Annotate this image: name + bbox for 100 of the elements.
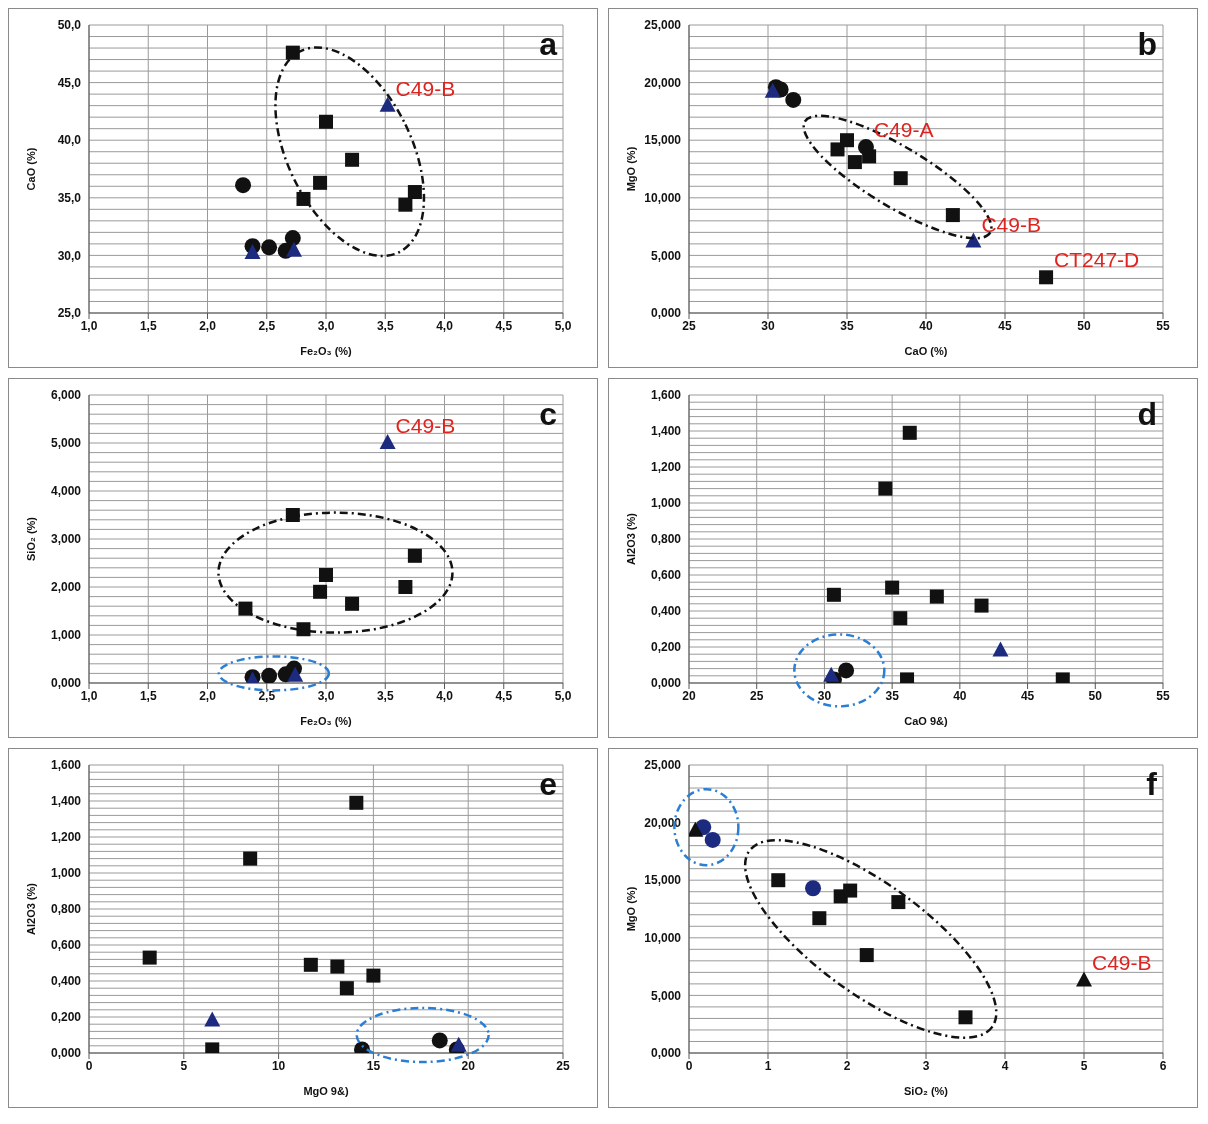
x-tick-label: 25 (682, 318, 696, 333)
x-tick-label: 2 (843, 1058, 851, 1073)
x-tick-label: 50 (1088, 688, 1103, 703)
point (398, 580, 413, 594)
y-tick-label: 10,000 (644, 931, 682, 946)
point (313, 175, 328, 190)
y-tick-label: 45,0 (57, 75, 82, 90)
x-tick-label: 40 (919, 318, 933, 333)
y-tick-label: 40,0 (57, 133, 82, 148)
y-axis-title: Al2O3 (%) (24, 882, 37, 935)
annotation: C49-B (395, 76, 456, 100)
y-axis-title: MgO (%) (624, 146, 637, 192)
y-tick-label: 50,0 (57, 18, 82, 33)
point (407, 185, 422, 200)
point (704, 831, 721, 848)
x-tick-label: 4,0 (436, 688, 454, 703)
x-tick-label: 1,0 (80, 318, 98, 333)
annotation: C49-B (1092, 951, 1152, 975)
x-tick-label: 6 (1159, 1058, 1167, 1073)
x-tick-label: 3,0 (317, 688, 335, 703)
point (847, 155, 862, 170)
y-tick-label: 0,200 (650, 640, 682, 655)
chart-title: f (1146, 766, 1158, 802)
point (689, 821, 704, 837)
x-tick-label: 10 (271, 1058, 286, 1073)
x-axis-title: MgO 9&) (303, 1085, 349, 1097)
point (286, 241, 303, 257)
point (379, 434, 396, 449)
point (902, 425, 917, 440)
y-tick-label: 25,000 (644, 18, 682, 33)
x-tick-label: 45 (1020, 688, 1035, 703)
x-tick-label: 3,5 (376, 318, 394, 333)
point (965, 232, 982, 248)
x-tick-label: 4 (1001, 1058, 1009, 1073)
x-tick-label: 0 (685, 1058, 693, 1073)
x-tick-label: 4,5 (495, 318, 513, 333)
chart-title: c (539, 396, 557, 432)
x-tick-label: 5,0 (554, 688, 572, 703)
y-axis-title: SiO₂ (%) (24, 516, 37, 561)
y-tick-label: 0,800 (650, 532, 682, 547)
x-tick-label: 2,5 (258, 688, 276, 703)
x-tick-label: 5 (1080, 1058, 1088, 1073)
x-tick-label: 15 (366, 1058, 381, 1073)
point (204, 1011, 221, 1027)
y-tick-label: 3,000 (50, 532, 82, 547)
y-tick-label: 20,000 (644, 75, 682, 90)
point (826, 587, 841, 602)
x-tick-label: 20 (461, 1058, 476, 1073)
x-tick-label: 3 (922, 1058, 930, 1073)
point (843, 883, 858, 898)
point (319, 114, 333, 129)
point (349, 795, 364, 810)
annotation: C49-A (873, 118, 934, 142)
y-tick-label: 35,0 (57, 191, 82, 206)
chart-title: e (539, 766, 557, 802)
y-tick-label: 0,000 (650, 1046, 682, 1061)
point (287, 666, 304, 682)
point (431, 1032, 448, 1049)
y-tick-label: 0,000 (650, 306, 682, 321)
x-tick-label: 1 (764, 1058, 772, 1073)
y-tick-label: 0,800 (50, 902, 82, 917)
point (838, 662, 855, 679)
point (313, 584, 328, 599)
point (805, 880, 822, 897)
x-axis-title: CaO 9&) (904, 715, 949, 727)
point (812, 911, 827, 926)
point (857, 139, 874, 156)
x-tick-label: 2,5 (258, 318, 276, 333)
x-tick-label: 25 (556, 1058, 570, 1073)
point (992, 641, 1009, 657)
annotation: CT247-D (1054, 248, 1140, 272)
point (261, 239, 278, 256)
point (929, 589, 944, 604)
y-axis-title: Al2O3 (%) (624, 512, 637, 565)
y-tick-label: 1,200 (50, 830, 82, 845)
chart-title: b (1137, 26, 1157, 62)
y-tick-label: 30,0 (57, 248, 82, 263)
y-tick-label: 25,0 (57, 306, 82, 321)
x-tick-label: 1,0 (80, 688, 98, 703)
y-tick-label: 1,000 (50, 628, 82, 643)
point (379, 96, 396, 112)
y-tick-label: 5,000 (650, 988, 682, 1003)
point (407, 548, 422, 563)
y-tick-label: 1,600 (650, 388, 682, 403)
chart-title: d (1137, 396, 1157, 432)
x-axis-title: CaO (%) (904, 345, 948, 357)
point (785, 91, 802, 108)
y-tick-label: 0,000 (50, 1046, 82, 1061)
point (345, 596, 360, 611)
x-tick-label: 30 (817, 688, 832, 703)
x-tick-label: 4,0 (436, 318, 454, 333)
y-tick-label: 0,400 (650, 604, 682, 619)
point (893, 611, 908, 626)
x-tick-label: 2,0 (199, 318, 217, 333)
point (840, 133, 854, 148)
x-tick-label: 0 (85, 1058, 93, 1073)
y-tick-label: 0,000 (50, 676, 82, 691)
point (823, 666, 840, 682)
point (398, 197, 413, 212)
chart-title: a (539, 26, 558, 62)
